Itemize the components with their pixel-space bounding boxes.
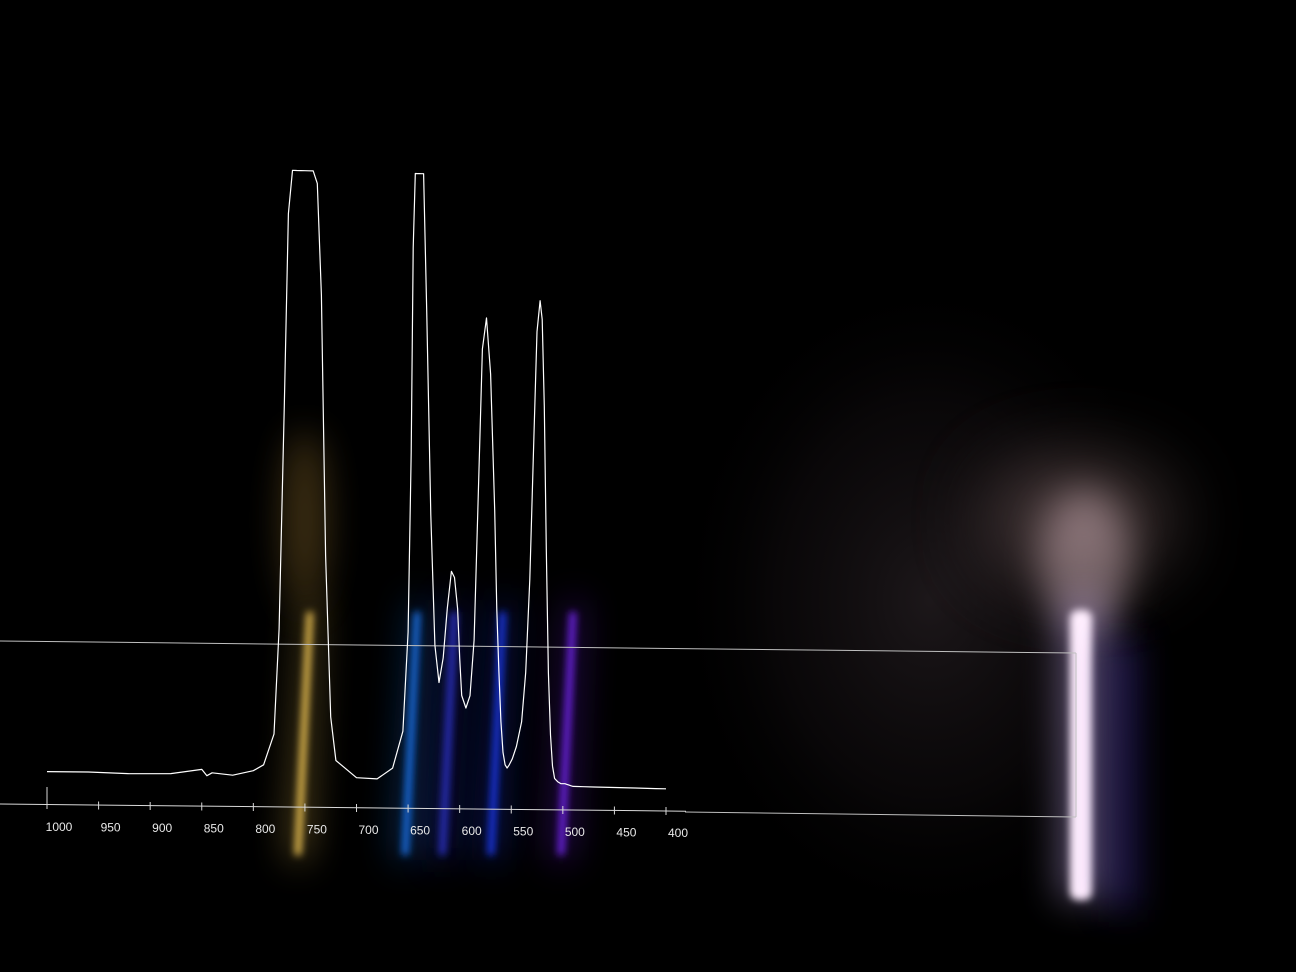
emission-band-haze	[282, 430, 327, 610]
emission-band-core	[439, 612, 458, 855]
x-tick-label: 550	[513, 825, 533, 839]
source-slit-light	[1070, 610, 1092, 900]
lamp-scene	[670, 270, 1190, 930]
guide-frame	[0, 640, 1077, 818]
x-tick-label: 1000	[46, 820, 73, 834]
emission-band	[282, 430, 327, 860]
plot-area	[46, 169, 667, 790]
x-tick-label: 600	[462, 824, 482, 838]
lamp-halo	[1040, 490, 1130, 630]
x-tick-label: 700	[358, 823, 378, 837]
x-tick-label: 950	[101, 821, 121, 835]
x-tick-label: 900	[152, 821, 172, 835]
x-tick-label: 750	[307, 823, 327, 837]
emission-band-core	[557, 612, 576, 855]
x-tick-label: 800	[255, 822, 275, 836]
guide-line-top	[0, 640, 1077, 654]
x-tick-label: 650	[410, 824, 430, 838]
emission-band	[398, 600, 425, 860]
x-axis: 1000 950 900 850 800 750 700 650 600 550 500 450 400	[0, 787, 688, 840]
x-tick-label: 450	[616, 826, 636, 840]
emission-band	[435, 600, 462, 860]
emission-band-core	[487, 612, 506, 855]
source-slit-purple-fringe	[1110, 640, 1136, 910]
emission-band	[553, 600, 580, 860]
emission-band-core	[294, 612, 313, 855]
x-axis-line	[0, 803, 687, 812]
x-tick-label: 850	[204, 822, 224, 836]
x-tick-label: 400	[668, 826, 688, 840]
x-tick-label: 500	[565, 825, 585, 839]
emission-band	[483, 600, 510, 860]
emission-band-core	[402, 612, 421, 855]
spectrum-series-line	[46, 169, 667, 790]
guide-line-bottom	[684, 811, 1077, 818]
emission-bands	[282, 430, 580, 860]
